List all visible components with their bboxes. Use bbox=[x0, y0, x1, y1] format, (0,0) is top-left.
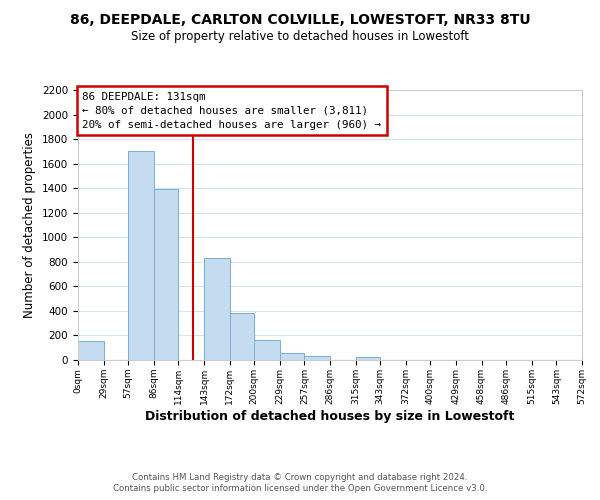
Bar bbox=[254, 340, 280, 360]
Text: Contains public sector information licensed under the Open Government Licence v3: Contains public sector information licen… bbox=[113, 484, 487, 493]
Text: 86 DEEPDALE: 131sqm
← 80% of detached houses are smaller (3,811)
20% of semi-det: 86 DEEPDALE: 131sqm ← 80% of detached ho… bbox=[82, 92, 382, 130]
Text: 86, DEEPDALE, CARLTON COLVILLE, LOWESTOFT, NR33 8TU: 86, DEEPDALE, CARLTON COLVILLE, LOWESTOF… bbox=[70, 12, 530, 26]
Text: Size of property relative to detached houses in Lowestoft: Size of property relative to detached ho… bbox=[131, 30, 469, 43]
Bar bbox=[204, 258, 230, 360]
Bar bbox=[356, 357, 380, 360]
Bar bbox=[304, 356, 330, 360]
Bar bbox=[280, 352, 304, 360]
X-axis label: Distribution of detached houses by size in Lowestoft: Distribution of detached houses by size … bbox=[145, 410, 515, 422]
Bar bbox=[78, 341, 104, 360]
Y-axis label: Number of detached properties: Number of detached properties bbox=[23, 132, 37, 318]
Bar bbox=[230, 314, 254, 360]
Bar bbox=[154, 190, 178, 360]
Bar bbox=[128, 152, 154, 360]
Text: Contains HM Land Registry data © Crown copyright and database right 2024.: Contains HM Land Registry data © Crown c… bbox=[132, 472, 468, 482]
